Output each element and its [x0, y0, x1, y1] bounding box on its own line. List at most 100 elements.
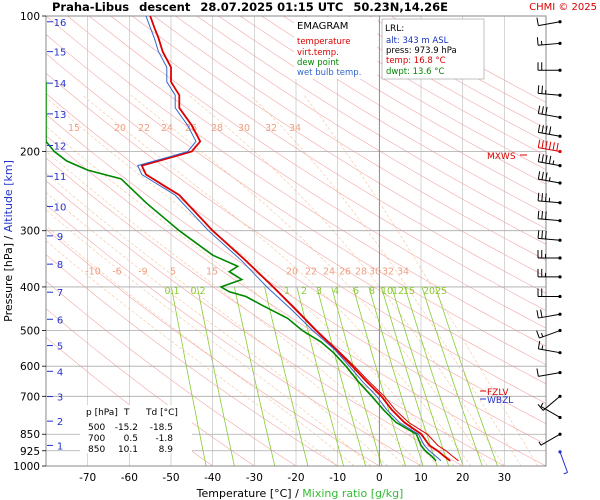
dry-adiabat	[175, 16, 546, 245]
moist-adiabat	[46, 192, 388, 466]
adiabat-label: 28	[211, 123, 223, 134]
pressure-tick-label: 1000	[13, 461, 40, 473]
mixing-ratio-label: 1	[284, 286, 290, 297]
wind-barb	[537, 250, 562, 260]
altitude-tick-label: 9	[57, 232, 63, 243]
wind-barb	[537, 139, 562, 154]
altitude-tick-label: 10	[54, 202, 67, 213]
wind-barb-flag	[541, 85, 544, 94]
wind-barb	[536, 309, 562, 319]
temperature-tick-label: -10	[329, 472, 346, 484]
series-wet-bulb-temp	[137, 16, 442, 462]
adiabat-label: 22	[138, 123, 150, 134]
station-title: Praha-Libus descent 28.07.2025 01:15 UTC…	[52, 0, 448, 14]
legend-item-temperature: temperature	[297, 37, 350, 47]
legend: EMAGRAM temperature virt.temp. dew point…	[294, 17, 377, 79]
copyright: CHMI © 2025	[529, 2, 597, 13]
temperature-tick-label: 0	[376, 472, 383, 484]
altitude-tick-label: 12	[54, 142, 67, 153]
wind-barb-flag	[541, 193, 544, 202]
wind-barb-station	[558, 256, 562, 260]
table-cell: -1.8	[155, 434, 173, 444]
mixing-ratio-line	[391, 286, 450, 466]
wind-barb-flag	[545, 211, 547, 220]
dry-adiabat	[46, 280, 297, 466]
wind-barb-staff	[538, 21, 561, 27]
altitude-tick-label: 6	[57, 315, 63, 326]
altitude-tick-label: 15	[54, 48, 67, 59]
pressure-tick-label: 925	[20, 446, 40, 458]
altitude-tick-label: 8	[57, 260, 63, 271]
altitude-tick-label: 4	[57, 367, 63, 378]
wind-barb-station	[558, 328, 562, 333]
mixing-ratio-label: 0.2	[190, 286, 205, 297]
lrl-dewpoint: dwpt: 13.6 °C	[386, 67, 445, 77]
pressure-axis: 100 200 300 400 500 600 700 850 925 1000	[13, 11, 46, 473]
pressure-tick-label: 600	[20, 361, 40, 373]
wind-barb-flag	[537, 340, 541, 349]
table-header-t: T	[123, 408, 130, 418]
wind-barb-flag	[536, 17, 539, 26]
wind-barb	[537, 85, 562, 97]
altitude-tick-label: 3	[57, 393, 63, 404]
wind-barb-flag	[548, 155, 552, 164]
wind-barb-flag	[536, 37, 539, 46]
wind-barb-station	[558, 294, 562, 299]
mixing-ratio-line	[296, 286, 344, 466]
pressure-tick-label: 700	[20, 391, 40, 403]
wind-barb-station	[558, 20, 562, 24]
dry-adiabat	[67, 16, 546, 329]
y-axis-title-altitude: Altitude [km]	[2, 160, 15, 232]
pressure-tick-label: 100	[20, 11, 40, 23]
wind-barb-flag	[548, 141, 552, 150]
plot-frame	[45, 15, 547, 467]
wind-barb-station	[558, 201, 562, 205]
dry-adiabat	[196, 16, 546, 230]
wind-barb	[536, 328, 562, 339]
wind-barb-station	[558, 450, 562, 454]
dry-adiabat	[304, 16, 546, 157]
mixing-ratio-label: 25	[435, 286, 447, 297]
wind-barb	[537, 230, 562, 242]
mixing-ratio-label: 12	[392, 286, 404, 297]
temperature-axis: -70 -60 -50 -40 -30 -20 -10 0 10 20 30	[79, 472, 511, 484]
sounding-datetime: 28.07.2025 01:15 UTC	[200, 0, 343, 14]
wind-barb	[537, 340, 562, 355]
wind-barb	[538, 432, 562, 446]
adiabat-label: 26	[339, 266, 351, 277]
pressure-tick-label: 300	[20, 226, 40, 238]
x-axis-title: Temperature [°C] / Mixing ratio [g/kg]	[196, 487, 404, 500]
lrl-title: LRL:	[385, 24, 404, 34]
table-cell: 500	[88, 423, 105, 433]
marker-mxws: MXWS	[487, 152, 516, 162]
adiabat-label: 24	[161, 123, 173, 134]
wind-barb	[536, 17, 562, 27]
adiabat-label: 22	[305, 266, 317, 277]
wind-barb-staff	[559, 451, 568, 473]
wind-barb-flag	[556, 142, 559, 151]
wind-barb	[537, 171, 562, 185]
altitude-tick-label: 7	[57, 288, 63, 299]
adiabat-label: 28	[355, 266, 367, 277]
wind-barb-station	[558, 394, 562, 398]
wind-barb-flag	[545, 125, 548, 134]
series-virt-temp	[141, 16, 459, 462]
mixing-ratio-label: 15	[403, 286, 415, 297]
lrl-frame	[381, 18, 485, 80]
temperature-tick-label: -20	[287, 472, 304, 484]
moist-adiabat	[46, 150, 422, 466]
wind-barb-flag	[536, 330, 540, 339]
temperature-tick-label: -30	[246, 472, 263, 484]
temperature-tick-label: -60	[121, 472, 138, 484]
wind-barb-staff	[538, 237, 561, 241]
legend-box	[294, 17, 377, 79]
wind-barb-station	[558, 238, 562, 242]
pressure-tick-label: 500	[20, 326, 40, 338]
wind-barb-flag	[537, 105, 541, 114]
wind-barb-staff	[540, 433, 561, 446]
moist-adiabat	[82, 94, 472, 466]
lrl-pressure: press: 973.9 hPa	[386, 46, 457, 56]
wind-barb	[537, 153, 562, 168]
mixing-ratio-line	[380, 286, 438, 466]
